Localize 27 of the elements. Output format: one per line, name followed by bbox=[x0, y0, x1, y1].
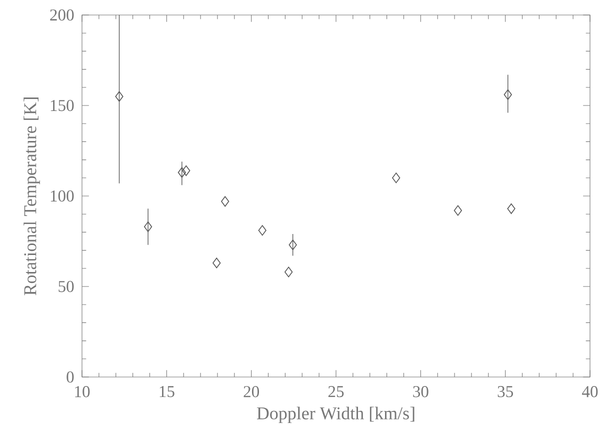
x-axis-title: Doppler Width [km/s] bbox=[256, 406, 414, 424]
point bbox=[258, 225, 266, 236]
y-tick-label: 0 bbox=[66, 371, 74, 383]
y-axis-title: Rotational Temperature [K] bbox=[24, 98, 40, 296]
point bbox=[392, 172, 400, 184]
x-tick-label: 35 bbox=[498, 386, 513, 398]
x-tick-label: 15 bbox=[160, 386, 174, 398]
point bbox=[284, 266, 293, 278]
x-tick-label: 10 bbox=[75, 386, 90, 398]
x-tick-label: 20 bbox=[244, 386, 259, 398]
x-tick-label: 40 bbox=[582, 386, 598, 398]
point bbox=[221, 196, 230, 207]
point bbox=[144, 222, 152, 232]
point bbox=[504, 89, 512, 100]
x-tick-label: 25 bbox=[328, 386, 344, 398]
y-tick-label: 200 bbox=[50, 9, 74, 21]
point bbox=[212, 258, 221, 268]
y-tick-label: 100 bbox=[50, 190, 74, 202]
point bbox=[182, 165, 190, 176]
point bbox=[288, 240, 297, 250]
x-tick-label: 30 bbox=[413, 386, 428, 398]
y-tick-label: 150 bbox=[50, 100, 74, 112]
point bbox=[115, 91, 124, 102]
point bbox=[507, 203, 516, 214]
y-tick-label: 50 bbox=[58, 280, 74, 292]
point bbox=[454, 205, 462, 216]
point bbox=[178, 167, 186, 178]
